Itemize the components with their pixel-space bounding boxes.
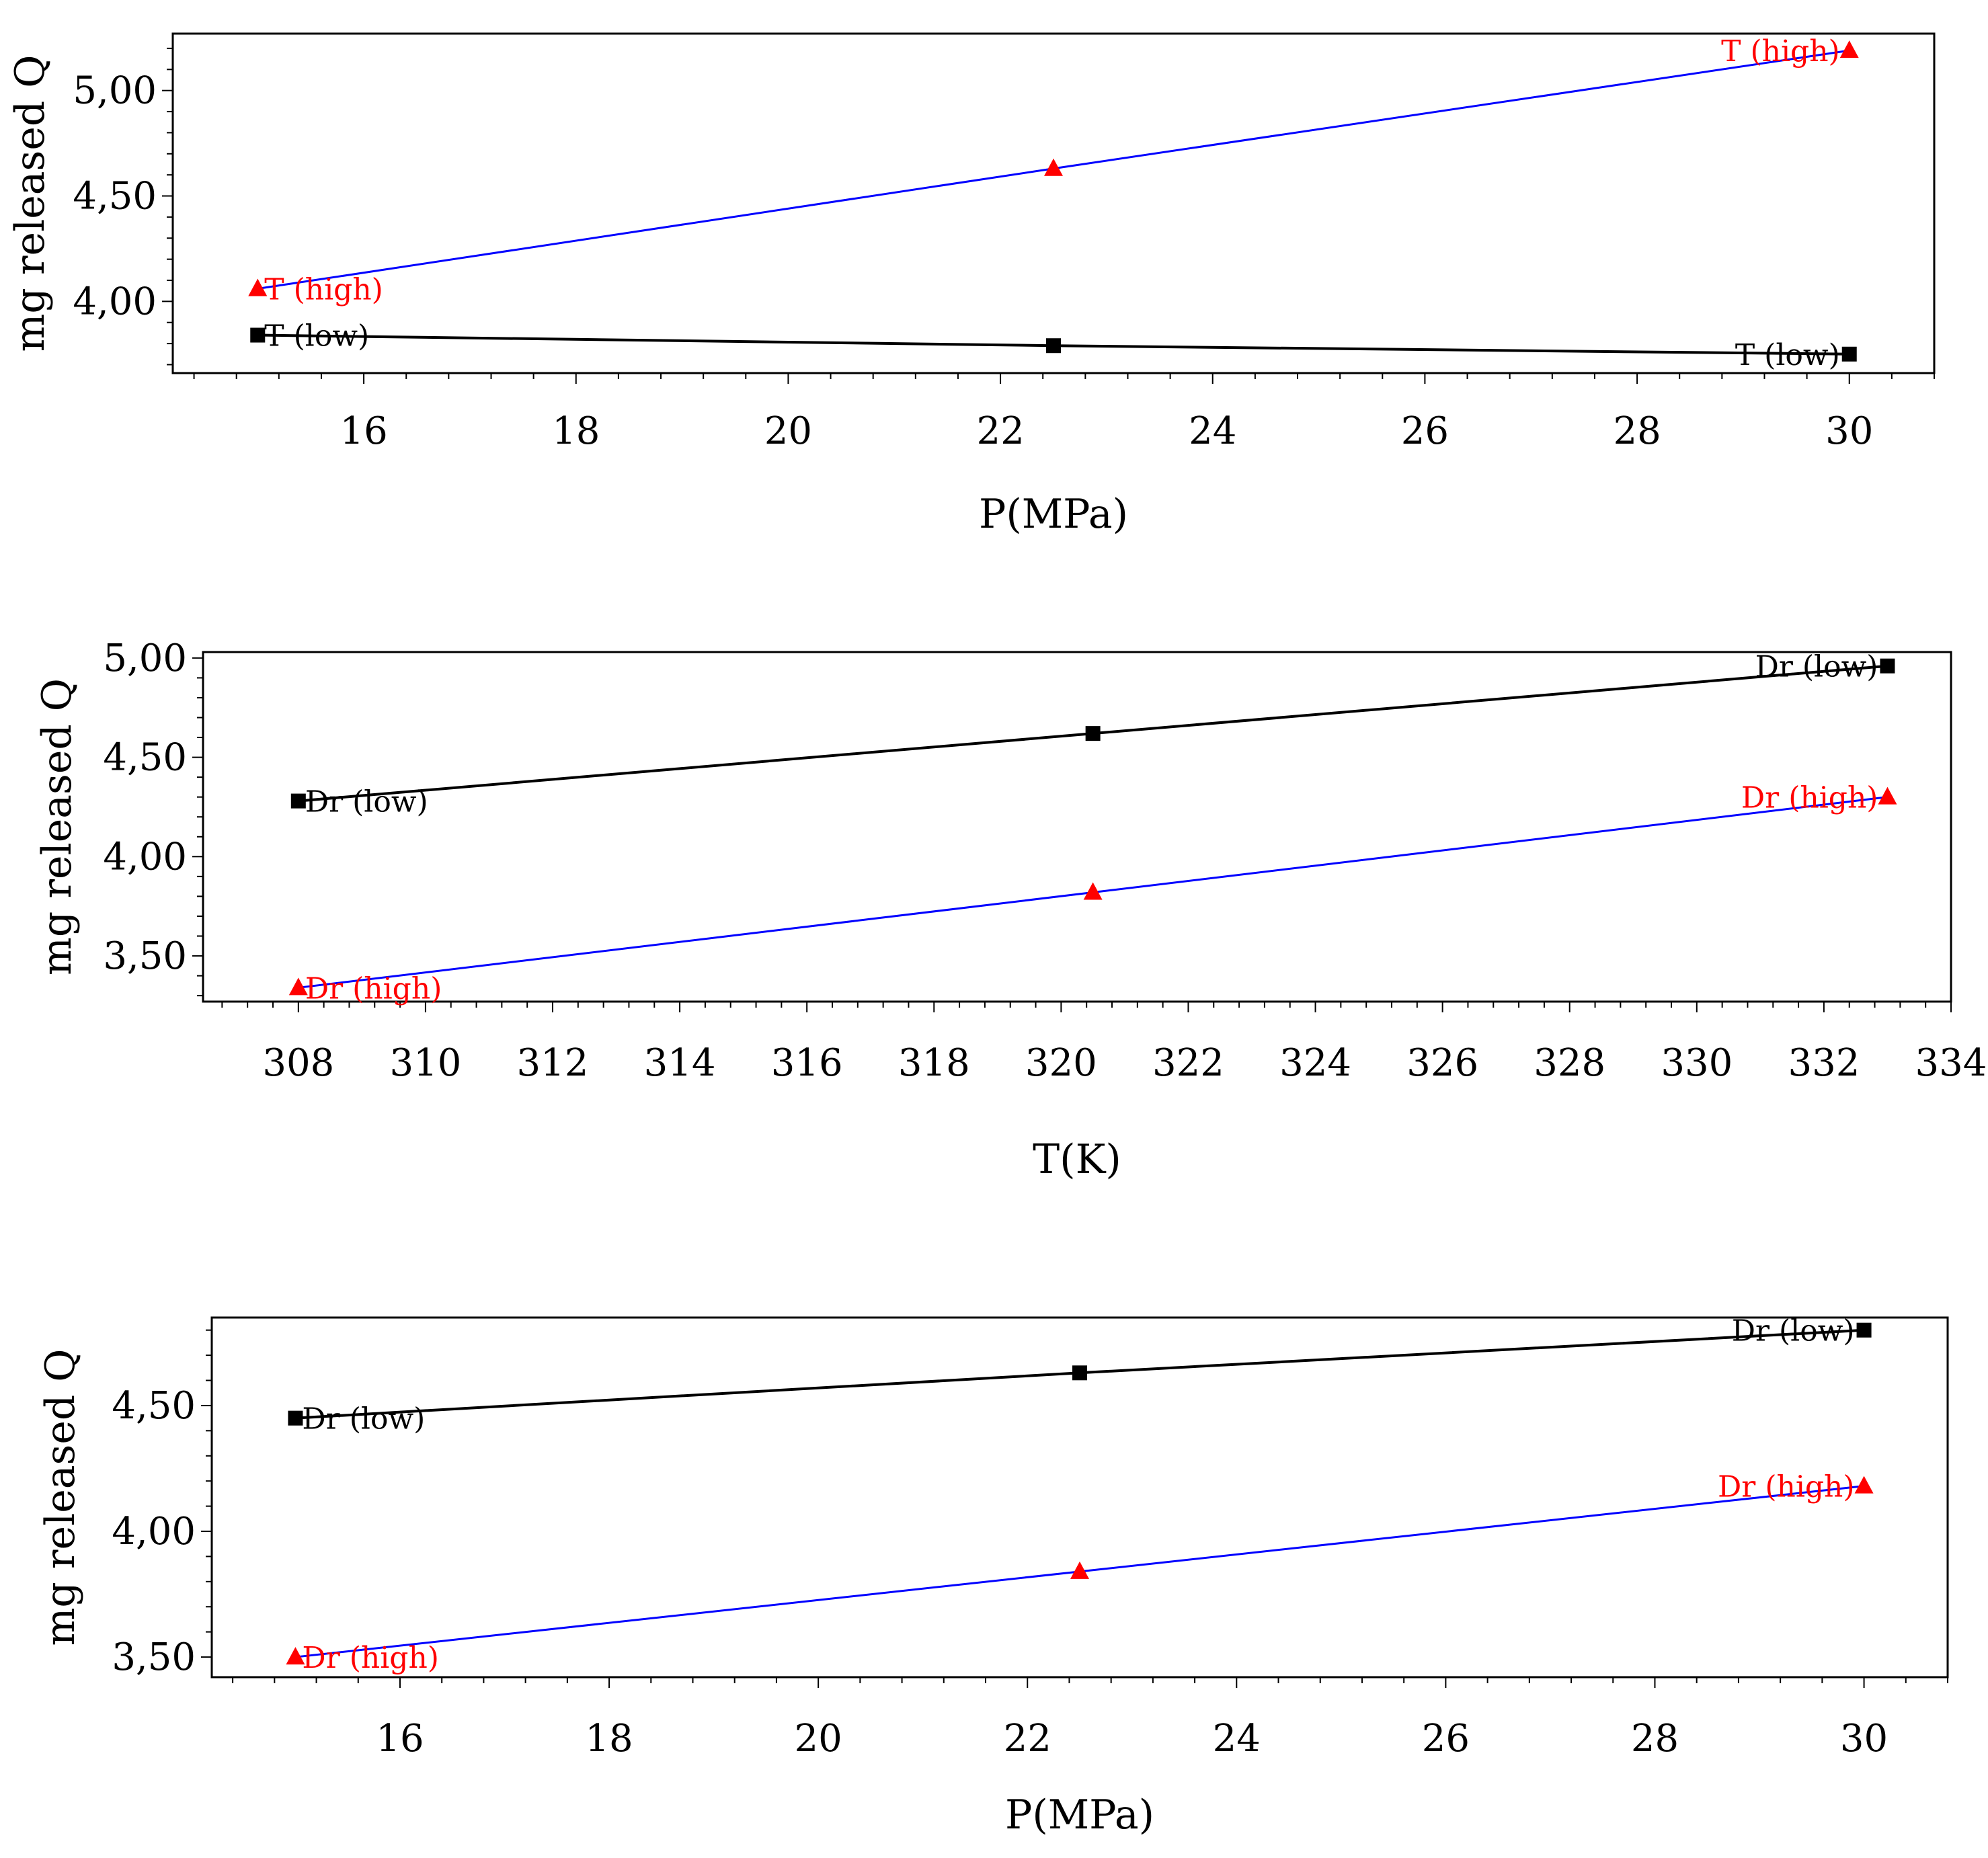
x-tick-label: 16 (340, 409, 387, 453)
y-tick-label: 3,50 (112, 1635, 196, 1679)
x-tick-label: 24 (1213, 1717, 1261, 1761)
y-tick-label: 4,00 (112, 1510, 196, 1553)
data-point-dr-low (1856, 1322, 1872, 1338)
point-label-dr-low: Dr (low) (1755, 650, 1878, 684)
x-tick-label: 310 (389, 1041, 461, 1085)
x-tick-label: 20 (764, 409, 812, 453)
chart-panel-pressure-temperature: 16 18 20 22 24 26 28 30 4,00 4,50 5,00 P(MPa) mg rel… (7, 32, 1936, 538)
data-point-dr-high (288, 977, 308, 996)
x-tick-label: 334 (1915, 1041, 1987, 1085)
x-tick-label: 318 (898, 1041, 970, 1085)
data-point-dr-low (1085, 726, 1101, 741)
point-label-dr-low: Dr (low) (1732, 1314, 1855, 1348)
data-point-dr-high (1854, 1476, 1874, 1494)
x-tick-label: 26 (1401, 409, 1449, 453)
point-label-t-high: T (high) (264, 273, 383, 307)
point-label-t-high: T (high) (1721, 34, 1840, 69)
data-point-dr-high (1070, 1561, 1089, 1579)
x-tick-label: 308 (262, 1041, 334, 1085)
point-label-t-low: T (low) (1735, 338, 1840, 372)
plot-frame (202, 651, 1952, 1003)
x-tick-label: 316 (771, 1041, 843, 1085)
data-point-t-high (1839, 40, 1859, 58)
x-axis-label: P(MPa) (1005, 1791, 1154, 1839)
x-tick-label: 312 (517, 1041, 589, 1085)
point-label-dr-high: Dr (high) (1718, 1470, 1855, 1504)
data-point-dr-high (1878, 786, 1897, 805)
plot-frame (210, 1316, 1949, 1679)
x-tick-label: 18 (552, 409, 600, 453)
y-tick-label: 3,50 (103, 934, 187, 978)
data-point-t-low (1841, 346, 1857, 362)
point-label-dr-high: Dr (high) (302, 1641, 439, 1675)
y-tick-label: 4,50 (73, 175, 157, 218)
x-tick-label: 26 (1422, 1717, 1470, 1761)
data-point-dr-low (1072, 1365, 1087, 1381)
x-tick-label: 16 (376, 1717, 424, 1761)
x-tick-label: 324 (1279, 1041, 1351, 1085)
x-tick-label: 322 (1152, 1041, 1224, 1085)
y-tick-label: 4,00 (103, 835, 187, 879)
x-tick-label: 30 (1840, 1717, 1888, 1761)
y-axis-label: mg released Q (7, 54, 54, 352)
x-tick-label: 30 (1825, 409, 1873, 453)
point-label-dr-low: Dr (low) (302, 1402, 425, 1437)
y-axis-label: mg released Q (37, 1348, 84, 1646)
point-label-dr-high: Dr (high) (305, 971, 442, 1006)
x-tick-label: 326 (1406, 1041, 1478, 1085)
y-tick-label: 4,50 (112, 1384, 196, 1428)
data-point-t-low (250, 327, 266, 343)
chart-panel-pressure-density: 16 18 20 22 24 26 28 30 3,50 4,00 4,50 P(MPa) mg rel… (37, 1314, 1949, 1839)
data-point-dr-low (1880, 658, 1895, 674)
x-tick-label: 20 (795, 1717, 842, 1761)
x-tick-label: 314 (644, 1041, 716, 1085)
y-tick-label: 4,00 (73, 280, 157, 323)
x-tick-label: 22 (976, 409, 1024, 453)
point-label-dr-high: Dr (high) (1741, 781, 1878, 815)
data-point-t-high (1044, 158, 1063, 176)
plot-frame (171, 32, 1936, 374)
data-point-dr-high (286, 1647, 305, 1665)
y-tick-label: 5,00 (73, 69, 157, 113)
x-tick-label: 28 (1613, 409, 1661, 453)
x-tick-label: 24 (1189, 409, 1236, 453)
x-tick-label: 330 (1661, 1041, 1733, 1085)
x-tick-label: 28 (1631, 1717, 1679, 1761)
point-label-t-low: T (low) (264, 319, 369, 354)
x-axis-label: P(MPa) (979, 491, 1128, 538)
x-axis-label: T(K) (1033, 1136, 1121, 1183)
x-tick-label: 328 (1534, 1041, 1605, 1085)
data-point-t-low (1046, 338, 1061, 354)
data-point-dr-low (288, 1410, 303, 1426)
point-label-dr-low: Dr (low) (305, 785, 428, 819)
chart-panel-temperature-density: 308 310 312 314 316 318 320 322 324 326 328 330 332 3… (34, 637, 1987, 1183)
y-tick-label: 4,50 (103, 736, 187, 780)
x-tick-label: 22 (1004, 1717, 1051, 1761)
x-tick-label: 332 (1788, 1041, 1860, 1085)
y-tick-label: 5,00 (103, 637, 187, 680)
data-point-t-high (248, 278, 268, 296)
data-point-dr-low (290, 793, 306, 809)
data-point-dr-high (1083, 882, 1103, 900)
x-tick-label: 320 (1025, 1041, 1097, 1085)
y-axis-label: mg released Q (34, 678, 81, 975)
x-tick-label: 18 (585, 1717, 633, 1761)
